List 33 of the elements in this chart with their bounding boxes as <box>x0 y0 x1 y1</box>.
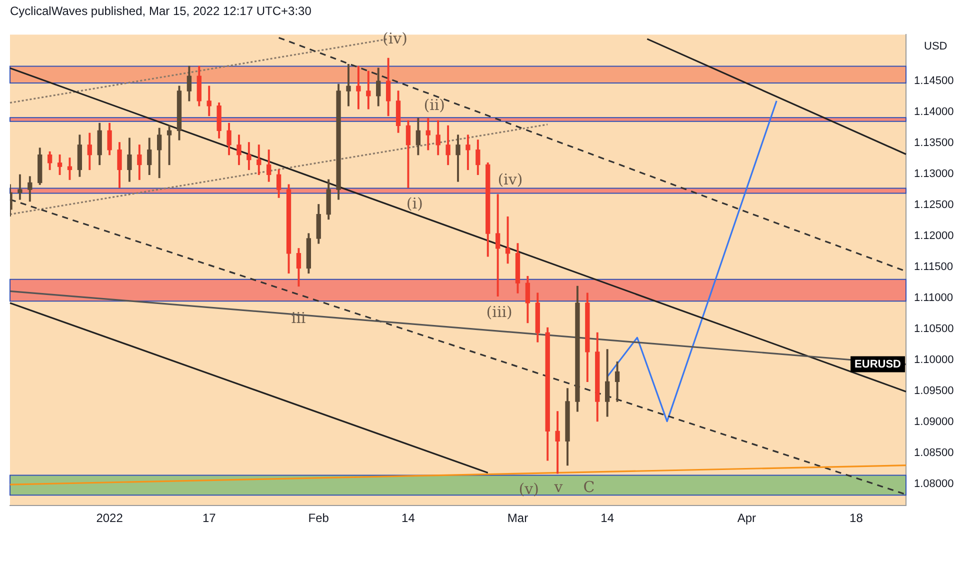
annotation: (i) <box>406 194 423 212</box>
y-tick-label: 1.14000 <box>914 106 954 118</box>
y-tick-label: 1.09000 <box>914 416 954 428</box>
annotation: v <box>553 478 564 496</box>
chart-title: CyclicalWaves published, Mar 15, 2022 12:17 UTC+3:30 <box>10 4 312 18</box>
annotation: (iv) <box>498 170 523 189</box>
y-tick-label: 1.09500 <box>914 384 954 397</box>
y-tick-label: 1.12500 <box>914 199 954 212</box>
x-tick-label: 17 <box>202 511 216 526</box>
annotation: (iii) <box>486 302 512 321</box>
annotation: (iv) <box>382 29 408 48</box>
x-tick-label: 14 <box>402 511 416 526</box>
x-tick-label: 2022 <box>96 511 124 526</box>
x-tick-label: 18 <box>850 511 864 526</box>
x-tick-label: Apr <box>737 511 756 526</box>
y-tick-label: 1.10500 <box>914 323 954 336</box>
y-tick-label: 1.08500 <box>914 446 954 459</box>
y-tick-label: 1.13500 <box>914 137 954 150</box>
x-tick-label: Mar <box>507 511 528 526</box>
annotation: (ii) <box>424 96 446 114</box>
y-tick-label: 1.08000 <box>914 478 954 490</box>
annotation: C <box>583 478 595 496</box>
x-tick-label: 14 <box>600 511 614 526</box>
y-tick-label: 1.13000 <box>914 168 954 180</box>
y-tick-label: 1.11500 <box>914 261 953 274</box>
annotation: EURUSD <box>854 358 902 370</box>
x-tick-label: Feb <box>308 511 330 526</box>
y-tick-label: 1.10000 <box>914 354 954 366</box>
annotation: (v) <box>518 480 539 498</box>
y-tick-label: 1.11000 <box>914 292 953 304</box>
y-tick-label: 1.12000 <box>914 230 954 242</box>
y-tick-label: 1.14500 <box>914 75 954 88</box>
y-axis-title: USD <box>924 40 948 53</box>
